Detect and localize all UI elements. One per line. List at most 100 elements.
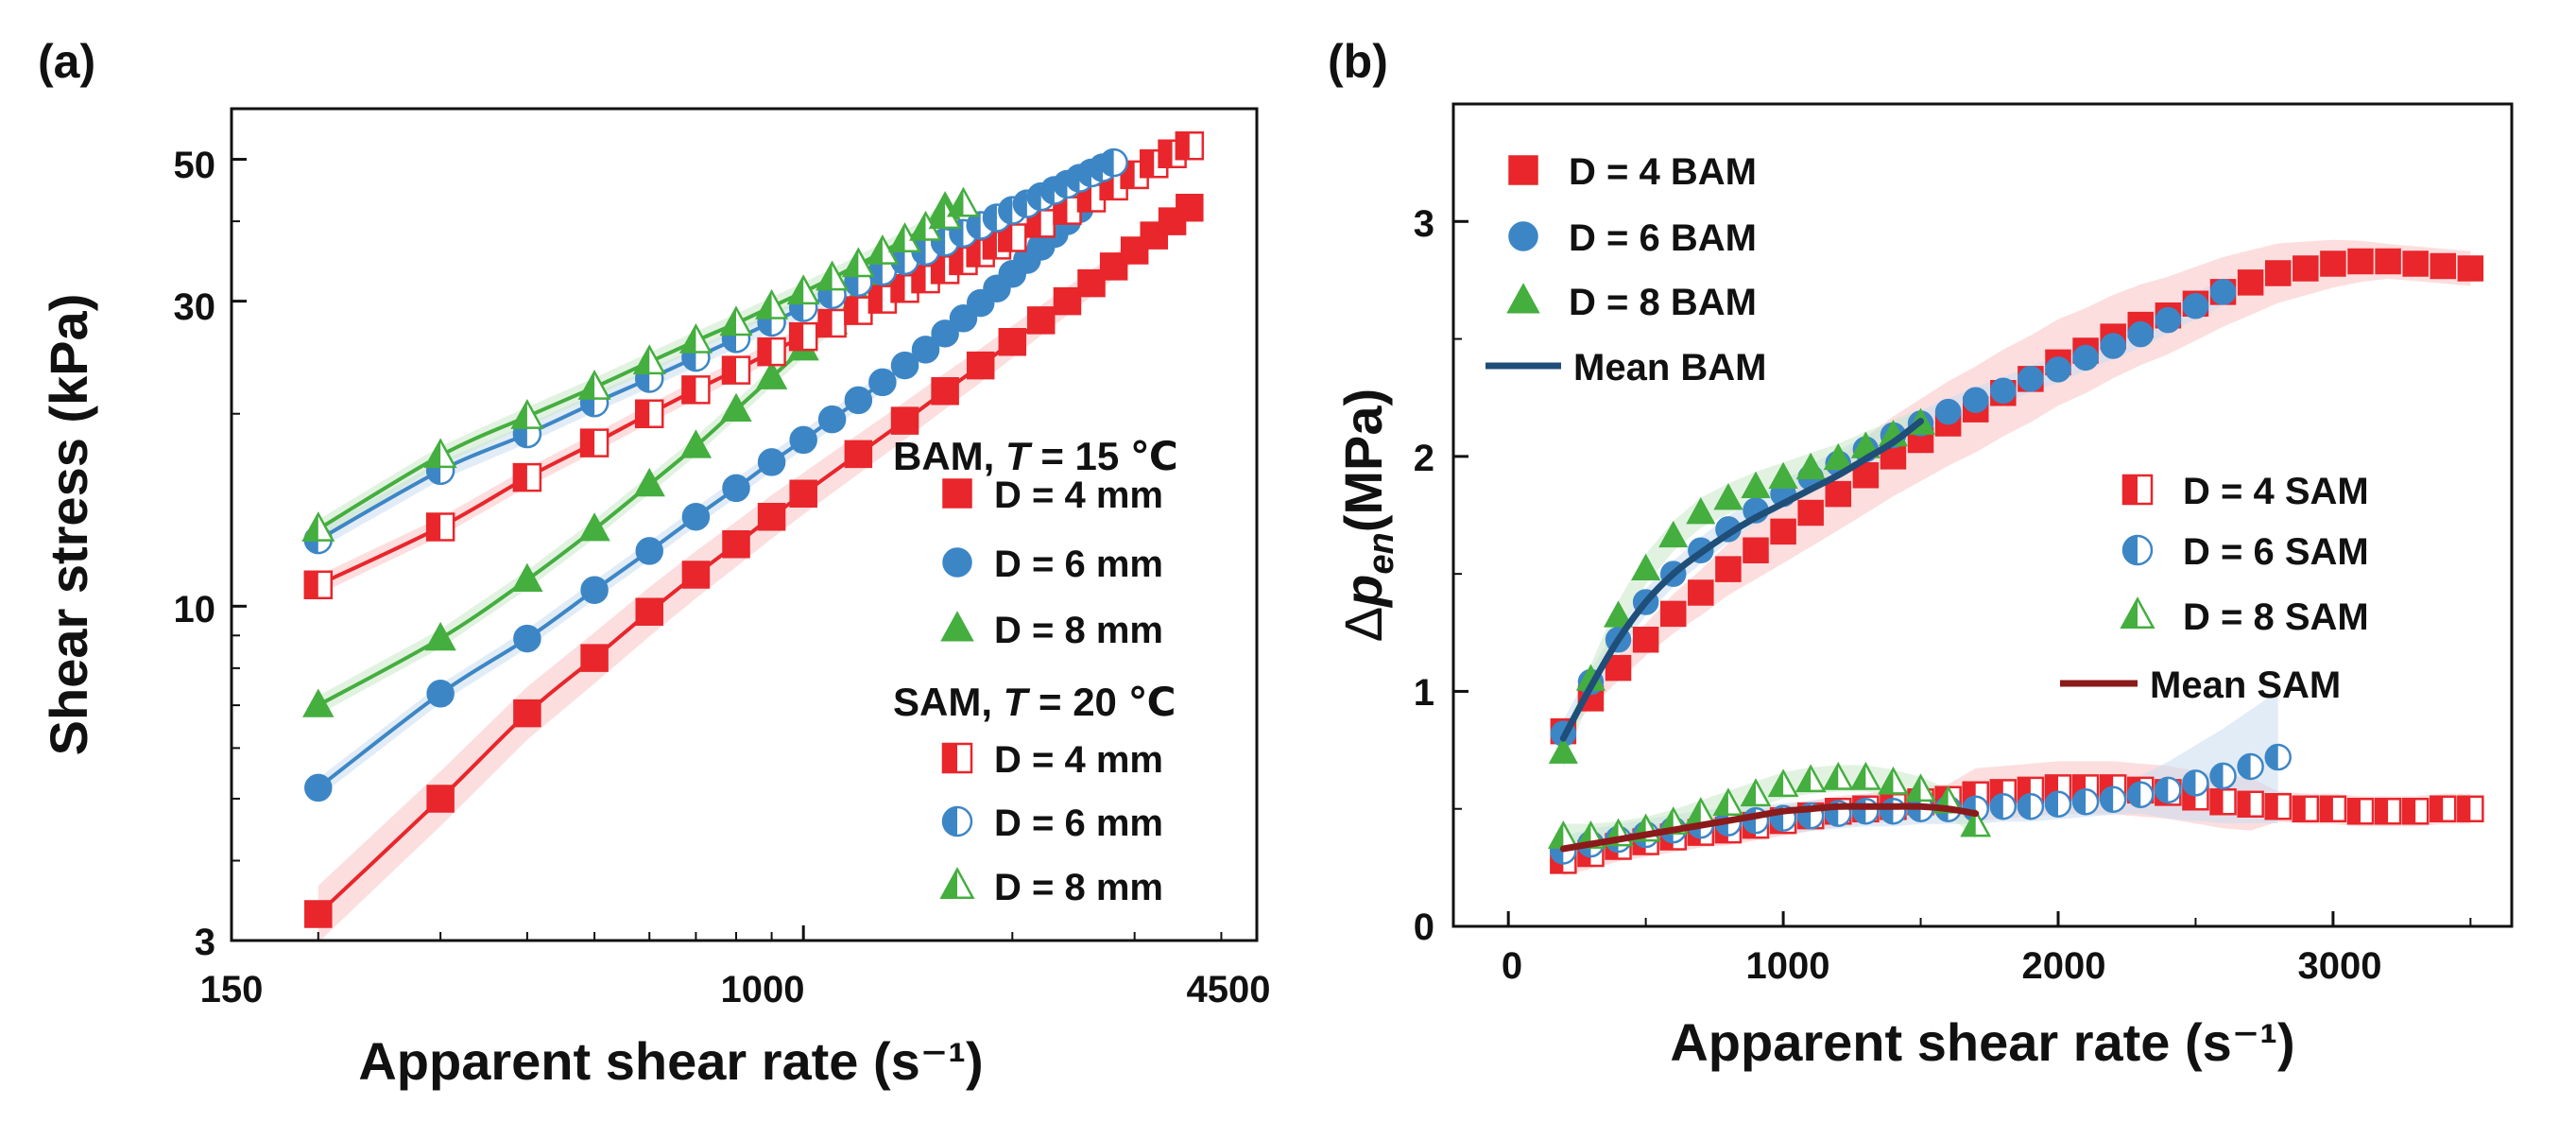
legend-bam-d6-marker (942, 547, 972, 578)
panel-b-point-d-8-sam (1795, 764, 1827, 793)
panel-a-point-sam-d-8-mm (816, 260, 850, 291)
panel-b-point-d-4-sam (2237, 790, 2264, 818)
panel-a-ytick-30: 30 (174, 286, 216, 328)
panel-a-point-sam-d-4-mm (788, 321, 818, 352)
legend-sam-d8-marker (939, 867, 975, 899)
panel-a-point-sam-d-8-mm (301, 511, 335, 542)
legend-d4-sam-label: D = 4 SAM (2183, 471, 2369, 512)
panel-b-point-d-6-sam (2017, 792, 2045, 820)
panel-a-point-sam-d-4-mm (1026, 209, 1056, 238)
panel-b-point-d-6-sam (2209, 762, 2237, 790)
panel-a-point-bam-d-6-mm (580, 576, 609, 604)
legend-bam-heading: BAM, T = 15 ℃ (893, 434, 1178, 478)
panel-b-point-d-6-bam (2182, 293, 2209, 319)
legend-d4-bam-marker (1508, 155, 1538, 185)
panel-a-point-bam-d-4-mm (635, 597, 663, 627)
panel-b-point-d-6-sam (1852, 797, 1880, 825)
panel-b-point-d-6-sam (2044, 790, 2072, 818)
panel-a-point-bam-d-4-mm (1026, 306, 1056, 335)
panel-b-point-d-4-bam (1605, 654, 1632, 682)
panel-b-point-d-4-sam (2319, 795, 2347, 822)
panel-a-point-bam-d-8-mm (720, 392, 752, 422)
panel-a-point-sam-d-6-mm (966, 211, 995, 240)
legend-bam-d4-marker (942, 478, 972, 509)
panel-b-point-d-4-bam (2375, 248, 2401, 275)
panel-b-point-d-8-sam (1905, 773, 1936, 803)
panel-a-point-bam-d-4-mm (757, 502, 786, 531)
panel-b-point-d-4-bam (1688, 579, 1714, 606)
panel-b-point-d-6-bam (2072, 344, 2099, 371)
panel-b-xtick-3000: 3000 (2298, 945, 2382, 987)
panel-a-xtick-4500: 4500 (1187, 969, 1271, 1010)
legend-d6-sam-marker-glyph (2121, 534, 2154, 566)
panel-b-point-d-4-bam (1743, 537, 1769, 564)
panel-b-xtick-2000: 2000 (2022, 945, 2106, 987)
legend-d8-sam-marker (2120, 596, 2155, 629)
legend-sam-d4-marker (941, 742, 973, 774)
panel-b-point-d-4-bam (1852, 461, 1880, 489)
panel-a-point-sam-d-8-mm (786, 274, 820, 305)
panel-b-point-d-8-bam (1631, 553, 1661, 580)
panel-b-point-d-6-bam (1934, 398, 1962, 425)
panel-b-point-d-4-sam (2374, 797, 2402, 825)
panel-a-point-sam-d-6-mm (1099, 147, 1128, 178)
panel-b-point-d-8-sam (1849, 761, 1881, 790)
panel-a-point-sam-d-4-mm (303, 570, 334, 599)
legend-d4-sam-marker-glyph (2121, 474, 2154, 506)
panel-b-xtick-1000: 1000 (1746, 945, 1830, 987)
panel-a-point-sam-d-4-mm (757, 337, 786, 367)
legend-d8-bam-marker-glyph (1506, 283, 1540, 314)
panel-a-point-bam-d-6-mm (757, 448, 786, 476)
panel-a: (a) 150 1000 4500 3 10 30 50 Apparent sh… (38, 35, 1270, 1091)
panel-b-point-d-6-bam (2100, 333, 2126, 359)
panel-b-point-d-4-bam (2430, 252, 2457, 280)
panel-a-point-bam-d-8-mm (755, 360, 788, 389)
panel-b-point-d-8-sam (1712, 787, 1744, 817)
panel-a-point-bam-d-8-mm (424, 621, 456, 651)
panel-b-point-d-6-bam (1990, 377, 2017, 405)
legend-d8-bam-label: D = 8 BAM (1569, 282, 1757, 323)
panel-b-point-d-8-bam (1795, 452, 1826, 480)
legend-bam-d8-label: D = 8 mm (994, 610, 1163, 651)
legend-bam-d6-marker-glyph (942, 547, 972, 578)
panel-b-ytick-2: 2 (1414, 438, 1434, 479)
panel-b-point-d-4-sam (2457, 795, 2484, 822)
panel-a-band-bam-d-8-mm (318, 198, 946, 716)
panel-b-point-d-4-bam (2320, 250, 2346, 277)
legend-d8-sam-label: D = 8 SAM (2183, 596, 2369, 638)
panel-b-point-d-6-bam (2018, 366, 2044, 392)
panel-a-ytick-50: 50 (174, 145, 216, 186)
legend-sam-d4-label: D = 4 mm (994, 739, 1163, 781)
panel-a-point-bam-d-8-mm (511, 562, 543, 592)
panel-b-point-d-6-sam (2127, 781, 2155, 809)
panel-a-point-bam-d-6-mm (722, 474, 750, 503)
panel-b-label: (b) (1328, 35, 1388, 88)
panel-a-point-bam-d-6-mm (931, 319, 959, 348)
panel-b-point-d-6-bam (2127, 320, 2155, 348)
legend-d4-sam-marker (2121, 474, 2154, 506)
legend-d4-bam-label: D = 4 BAM (1569, 151, 1757, 193)
panel-b-ytick-1: 1 (1414, 672, 1434, 714)
panel-a-point-bam-d-6-mm (789, 425, 817, 455)
panel-b-point-d-4-bam (1715, 556, 1742, 582)
panel-b-point-d-8-sam (1878, 766, 1909, 795)
panel-b-point-d-8-bam (1741, 471, 1771, 498)
panel-b-yaxis-title: Δpen(MPa) (1333, 388, 1401, 642)
panel-a-point-sam-d-8-mm (577, 370, 611, 400)
legend-bam-d8-marker-glyph (940, 611, 974, 642)
legend-sam-d4-marker-glyph (941, 742, 973, 774)
panel-a-point-bam-d-8-mm (633, 467, 665, 497)
panel-a-point-bam-d-6-mm (911, 336, 940, 364)
panel-b-point-d-4-bam (2347, 248, 2374, 275)
panel-a-point-sam-d-4-mm (681, 375, 711, 405)
panel-a-point-sam-d-4-mm (425, 512, 455, 542)
legend-d6-sam-marker (2121, 534, 2154, 566)
panel-b-point-d-6-bam (2045, 356, 2071, 383)
panel-a-point-sam-d-8-mm (510, 398, 544, 429)
panel-b-point-d-8-bam (1823, 442, 1853, 471)
panel-b-point-d-8-bam (1768, 461, 1798, 490)
panel-a-point-bam-d-4-mm (580, 644, 609, 672)
panel-a-point-bam-d-4-mm (1176, 194, 1204, 222)
legend-d8-bam-marker (1506, 283, 1540, 314)
panel-b-point-d-6-sam (1989, 792, 2018, 820)
